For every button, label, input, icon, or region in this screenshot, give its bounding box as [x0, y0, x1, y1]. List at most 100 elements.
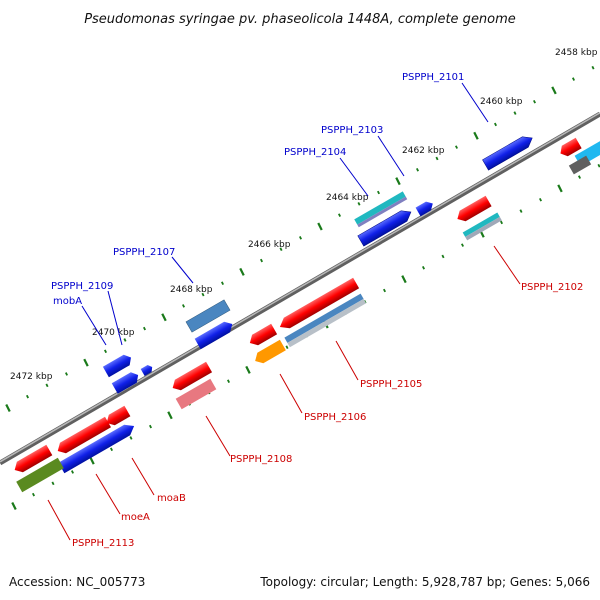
map-title: Pseudomonas syringae pv. phaseolicola 14…	[84, 12, 516, 27]
gene-pspph-2108[interactable]	[170, 361, 213, 393]
minor-tick	[415, 168, 420, 172]
gene-pspph-2104[interactable]	[357, 207, 414, 247]
gene-pspph-2106[interactable]	[247, 323, 278, 348]
major-tick	[161, 313, 167, 322]
gene-pspph-2108b[interactable]	[175, 378, 217, 410]
minor-tick	[64, 372, 69, 376]
gene-moab[interactable]	[104, 405, 131, 428]
minor-tick	[142, 326, 147, 331]
minor-tick	[357, 202, 361, 206]
tick-label-2460: 2460 kbp	[480, 97, 523, 107]
label-pspph-2102[interactable]: PSPPH_2102	[521, 282, 583, 293]
minor-tick	[376, 190, 381, 195]
tick-label-2458: 2458 kbp	[555, 48, 598, 58]
gene-pspph-2102[interactable]	[454, 195, 492, 224]
tick-label-2464: 2464 kbp	[326, 193, 369, 203]
gene-pspph-2113b[interactable]	[16, 457, 64, 493]
major-tick	[551, 86, 557, 95]
minor-tick	[103, 349, 108, 354]
gene-pspph-2102b[interactable]	[462, 212, 502, 241]
minor-tick	[460, 243, 465, 247]
label-pspph-2104[interactable]: PSPPH_2104	[284, 147, 346, 158]
major-tick	[395, 177, 401, 186]
gene-pspph-2105b[interactable]	[284, 293, 367, 348]
gene-moea[interactable]	[55, 416, 111, 456]
label-moab[interactable]: moaB	[157, 493, 186, 504]
label-pspph-2103[interactable]: PSPPH_2103	[321, 125, 383, 136]
major-tick	[5, 404, 11, 412]
major-tick	[245, 365, 251, 374]
minor-tick	[298, 236, 303, 240]
minor-tick	[25, 394, 30, 399]
gene-moea-b[interactable]	[58, 421, 137, 474]
minor-tick	[220, 281, 225, 286]
label-pspph-2105[interactable]: PSPPH_2105	[360, 379, 422, 390]
label-moea[interactable]: moeA	[121, 512, 150, 523]
major-tick	[11, 502, 17, 510]
minor-tick	[382, 288, 387, 293]
label-pspph-2108[interactable]: PSPPH_2108	[230, 454, 292, 465]
minor-tick	[571, 77, 576, 81]
minor-tick	[201, 292, 205, 297]
leader-lines	[47, 82, 521, 541]
label-pspph-2106[interactable]: PSPPH_2106	[304, 412, 366, 423]
major-tick	[89, 456, 95, 465]
minor-tick	[519, 209, 523, 213]
minor-tick	[499, 220, 504, 225]
gene-pspph-2107b[interactable]	[194, 319, 236, 350]
minor-tick	[513, 111, 517, 115]
gene-moba[interactable]	[111, 370, 141, 394]
minor-tick	[148, 424, 153, 429]
gene-pspph-2106b[interactable]	[252, 339, 286, 366]
reverse-labels: PSPPH_2102 PSPPH_2105 PSPPH_2106 PSPPH_2…	[72, 282, 583, 549]
minor-tick	[532, 99, 537, 104]
minor-tick	[259, 258, 264, 263]
minor-tick	[421, 266, 426, 270]
gene-pspph-2107[interactable]	[185, 299, 231, 333]
gene-pspph-2109[interactable]	[102, 352, 134, 378]
label-pspph-2107[interactable]: PSPPH_2107	[113, 247, 175, 258]
gene-small-forward-b[interactable]	[140, 364, 155, 376]
gene-pspph-2113[interactable]	[12, 444, 53, 475]
minor-tick	[597, 163, 600, 168]
major-tick	[167, 411, 173, 420]
forward-labels: PSPPH_2101 PSPPH_2103 PSPPH_2104 PSPPH_2…	[51, 72, 464, 307]
minor-tick	[45, 383, 49, 388]
gene-pspph-2103[interactable]	[354, 191, 408, 228]
forward-genes	[102, 133, 600, 394]
minor-tick	[337, 213, 342, 217]
gene-right-edge-gray[interactable]	[568, 155, 592, 175]
topology-text: Topology: circular; Length: 5,928,787 bp…	[259, 575, 590, 589]
gene-small-forward[interactable]	[415, 199, 436, 217]
minor-tick	[279, 247, 283, 252]
minor-tick	[577, 175, 582, 179]
minor-tick	[285, 345, 289, 350]
minor-tick	[129, 436, 133, 440]
label-pspph-2109[interactable]: PSPPH_2109	[51, 281, 113, 292]
minor-tick	[454, 145, 459, 149]
label-pspph-2101[interactable]: PSPPH_2101	[402, 72, 464, 83]
gene-pspph-2101[interactable]	[482, 133, 535, 171]
tick-label-2462: 2462 kbp	[402, 146, 445, 156]
minor-tick	[51, 481, 55, 486]
minor-tick	[123, 338, 127, 342]
minor-tick	[70, 470, 75, 474]
upper-tick-track	[5, 65, 595, 412]
major-tick	[317, 222, 323, 231]
tick-label-2468: 2468 kbp	[170, 285, 213, 295]
minor-tick	[441, 254, 445, 259]
major-tick	[557, 184, 563, 193]
minor-tick	[435, 156, 439, 161]
minor-tick	[226, 379, 231, 384]
label-moba[interactable]: mobA	[53, 296, 82, 307]
tick-label-2466: 2466 kbp	[248, 240, 291, 250]
major-tick	[473, 131, 479, 140]
label-pspph-2113[interactable]: PSPPH_2113	[72, 538, 134, 549]
gene-right-edge-red[interactable]	[557, 137, 582, 159]
minor-tick	[538, 197, 543, 202]
gene-pspph-2105[interactable]	[277, 277, 360, 332]
genome-backbone	[0, 111, 600, 466]
minor-tick	[109, 447, 114, 452]
minor-tick	[493, 122, 498, 127]
